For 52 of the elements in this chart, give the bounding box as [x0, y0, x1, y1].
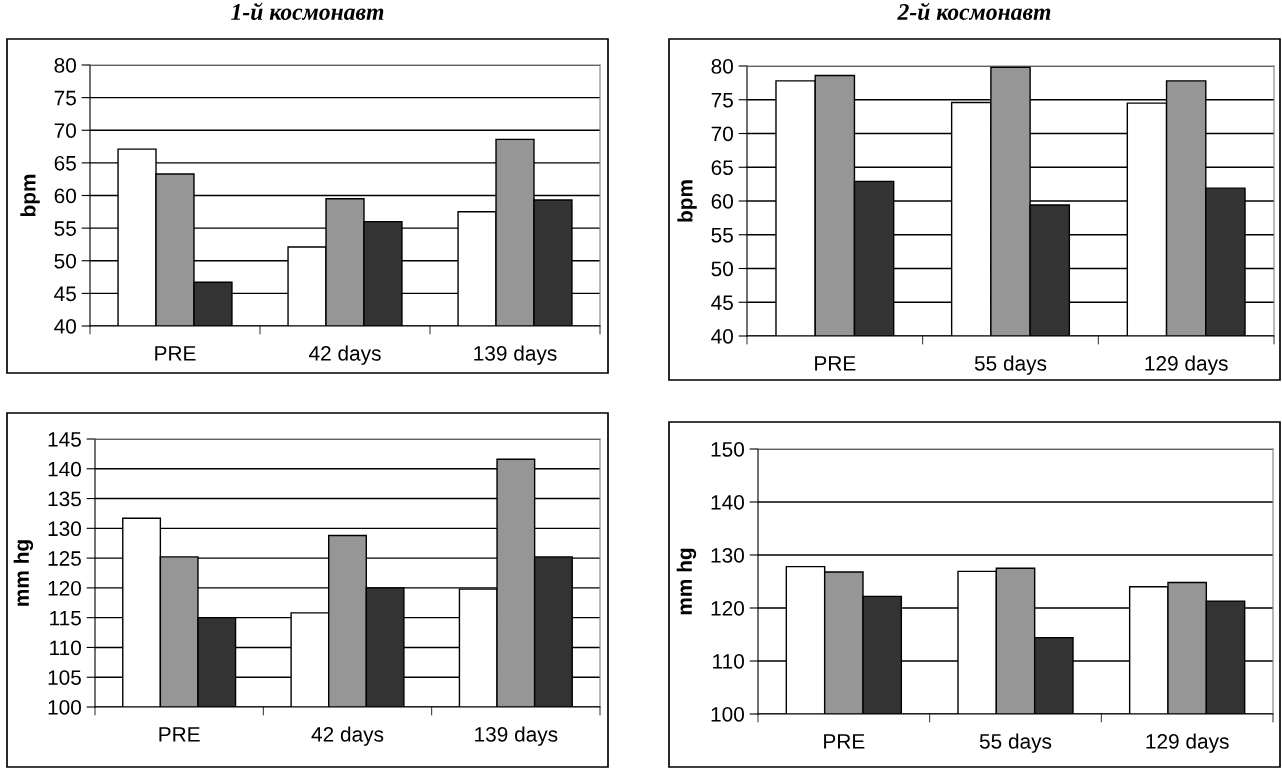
y-axis-title: mm hg: [13, 540, 34, 606]
y-tick-label: 140: [711, 495, 744, 510]
y-tick-label: 55: [711, 227, 733, 243]
y-tick-label: 45: [711, 295, 733, 310]
y-axis-title: mm hg: [676, 548, 697, 615]
y-tick-label: 60: [54, 188, 76, 204]
y-tick-label: 55: [54, 221, 76, 236]
y-tick-label: 120: [48, 580, 81, 596]
x-tick-label: 139 days: [474, 345, 557, 365]
y-tick-label: 80: [54, 58, 76, 73]
x-tick-label: 42 days: [309, 345, 381, 365]
y-tick-label: 120: [711, 601, 744, 616]
y-tick-label: 110: [713, 654, 744, 669]
y-tick-label: 130: [48, 521, 81, 537]
y-tick-label: 50: [54, 253, 76, 269]
x-tick-label: 55 days: [974, 355, 1047, 375]
y-tick-label: 115: [50, 610, 81, 626]
y-tick-label: 100: [48, 700, 81, 715]
y-axis-title: bpm: [677, 180, 697, 222]
y-tick-label: 40: [54, 319, 76, 334]
y-tick-label: 75: [711, 92, 733, 108]
y-tick-label: 50: [711, 261, 733, 277]
chart-title: 2-й космонавт: [897, 2, 1051, 20]
x-tick-label: PRE: [824, 734, 865, 749]
y-tick-label: 150: [711, 442, 744, 457]
y-tick-label: 145: [48, 432, 81, 447]
x-tick-label: PRE: [815, 356, 856, 371]
y-tick-label: 65: [54, 155, 76, 171]
y-tick-label: 140: [48, 461, 81, 477]
y-tick-label: 110: [50, 640, 81, 656]
x-tick-label: 42 days: [311, 726, 384, 746]
y-tick-label: 80: [711, 59, 733, 74]
y-tick-label: 40: [711, 329, 733, 344]
y-tick-label: 65: [711, 160, 733, 175]
x-tick-label: 139 days: [475, 726, 558, 746]
y-tick-label: 125: [48, 551, 81, 566]
y-tick-label: 75: [54, 90, 76, 106]
y-tick-label: 100: [711, 707, 744, 722]
y-tick-label: 135: [48, 491, 81, 507]
y-tick-label: 45: [54, 286, 76, 302]
y-tick-label: 70: [711, 126, 733, 142]
y-tick-label: 105: [48, 670, 81, 685]
y-tick-label: 70: [54, 123, 76, 138]
y-tick-label: 60: [711, 194, 733, 209]
x-tick-label: PRE: [159, 727, 200, 742]
x-tick-label: 129 days: [1145, 355, 1228, 375]
x-tick-label: 129 days: [1146, 733, 1229, 753]
chart-title: 1-й космонавт: [231, 2, 384, 20]
y-axis-title: bpm: [20, 174, 40, 217]
x-tick-label: PRE: [155, 346, 196, 361]
x-tick-label: 55 days: [979, 733, 1052, 753]
y-tick-label: 130: [711, 548, 744, 563]
